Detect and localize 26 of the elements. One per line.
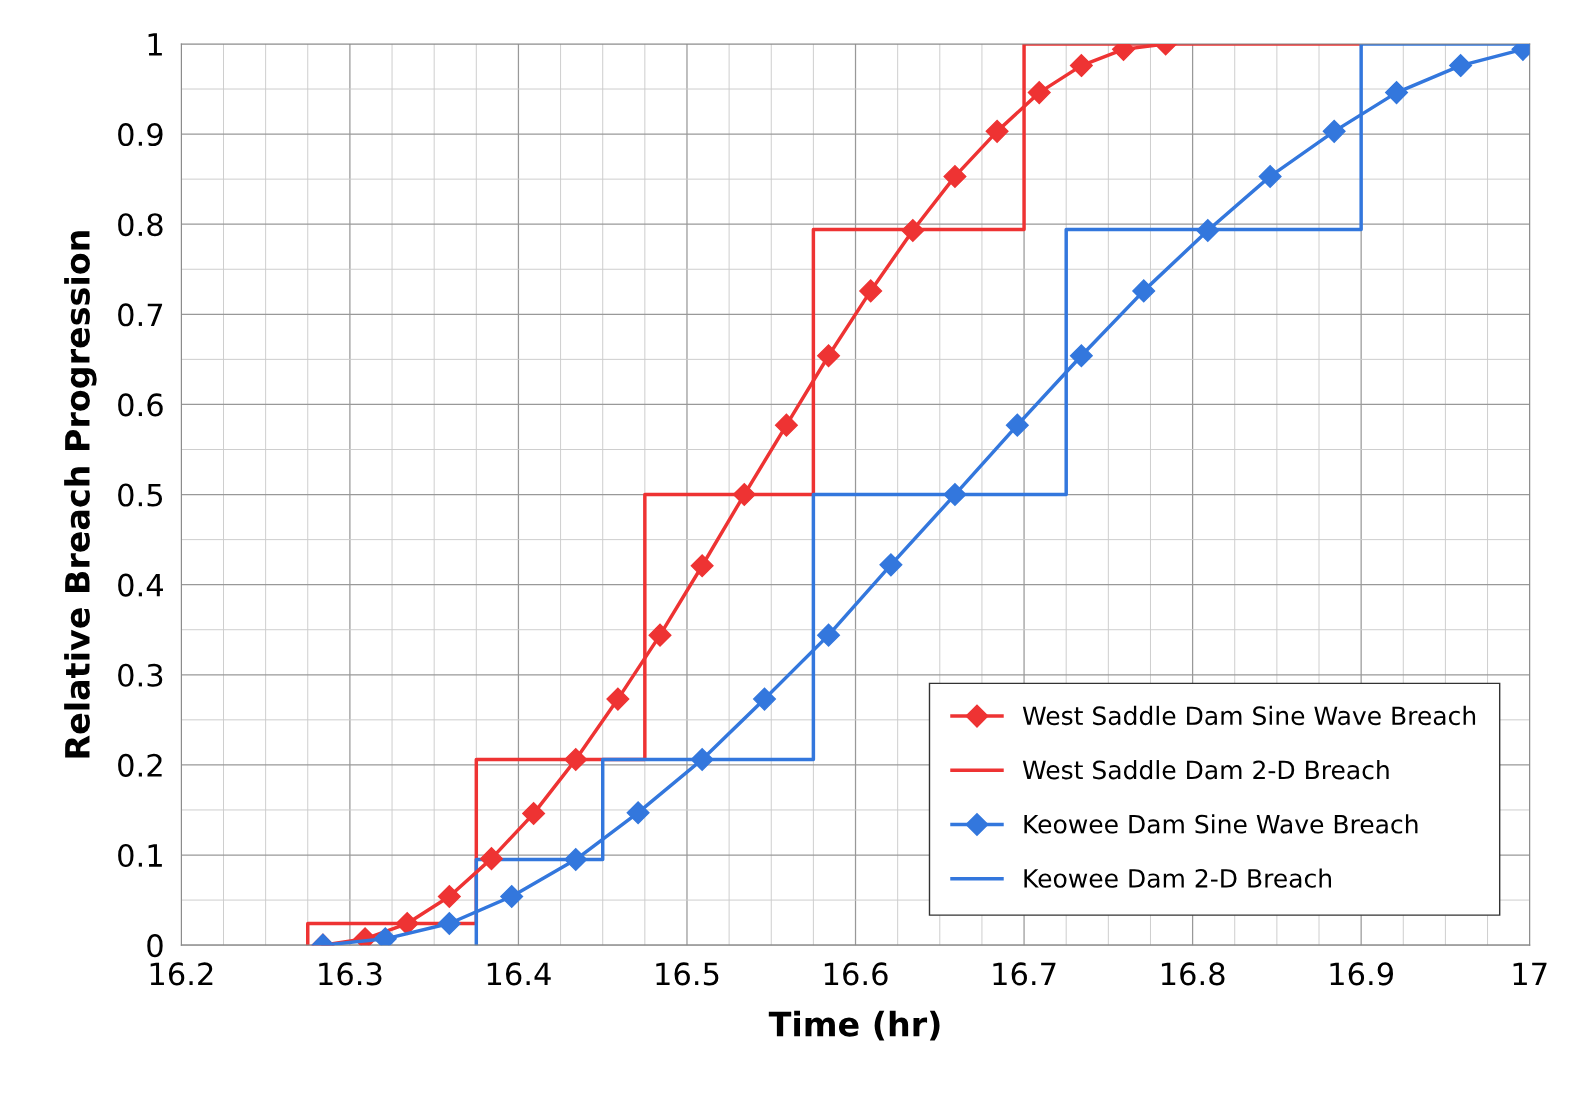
y-tick-label: 0 [147,934,163,958]
x-tick-label: 16.8 [1161,962,1225,986]
x-tick-label: 16.5 [656,962,719,986]
x-axis-title: Time (hr) [768,1010,940,1041]
x-tick-label: 16.7 [993,962,1056,986]
legend-label: West Saddle Dam Sine Wave Breach [1022,705,1476,726]
legend-label: Keowee Dam Sine Wave Breach [1024,814,1418,834]
x-tick-label: 16.2 [150,962,213,986]
x-tick-label: 17 [1513,962,1547,986]
y-tick-label: 0.9 [118,123,163,147]
legend-label: Keowee Dam 2-D Breach [1024,868,1331,888]
x-tick-label: 16.9 [1330,962,1394,986]
y-tick-label: 0.2 [118,753,162,777]
y-tick-label: 0.5 [118,483,163,507]
x-tick-label: 16.3 [319,962,382,986]
x-tick-label: 16.6 [824,962,888,986]
y-tick-label: 0.6 [118,393,163,417]
y-tick-label: 0.3 [118,663,163,687]
y-tick-label: 0.8 [118,213,163,237]
y-tick-label: 0.4 [118,573,163,597]
x-tick-label: 16.4 [487,962,551,986]
y-tick-label: 0.1 [118,843,162,868]
y-tick-label: 0.7 [118,303,163,327]
legend-label: West Saddle Dam 2-D Breach [1022,760,1389,780]
y-axis-title: Relative Breach Progression [64,231,97,758]
y-tick-label: 1 [148,33,162,56]
